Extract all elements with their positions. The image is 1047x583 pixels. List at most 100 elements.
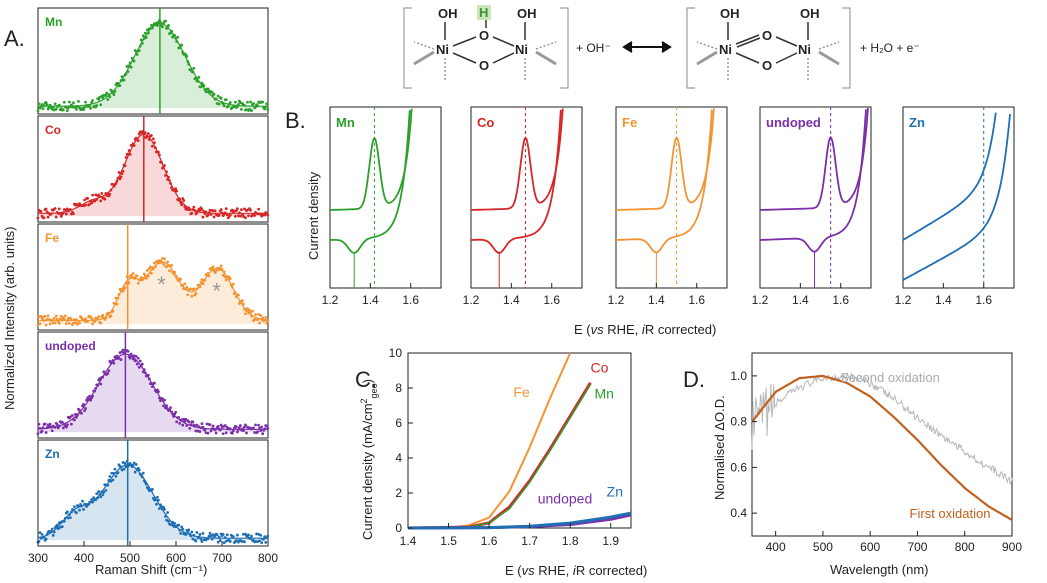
raman-point-Mn [212, 92, 216, 96]
raman-point-undoped [206, 431, 210, 435]
cv-series-label-Mn: Mn [336, 115, 355, 130]
raman-point-Zn [50, 527, 54, 531]
polarization-x-tick-label: 1.8 [562, 534, 579, 548]
raman-point-Co [239, 214, 242, 218]
raman-point-Mn [249, 100, 252, 104]
raman-x-tick-label: 700 [212, 551, 232, 565]
raman-frame-undoped [37, 331, 269, 439]
raman-point-Mn [53, 102, 57, 106]
absorption-x-tick-label: 500 [813, 540, 833, 554]
raman-point-undoped [36, 432, 40, 436]
raman-point-Zn [134, 463, 138, 466]
raman-point-Fe [192, 287, 196, 291]
raman-point-Fe [74, 321, 77, 324]
raman-point-Co [175, 189, 179, 193]
raman-point-Co [64, 212, 68, 216]
raman-point-Zn [180, 525, 184, 529]
raman-point-Zn [123, 461, 127, 465]
raman-point-Co [119, 175, 123, 179]
cv-series-label-Zn: Zn [909, 115, 925, 130]
raman-point-Co [243, 207, 246, 211]
raman-point-Mn [141, 34, 145, 38]
raman-frame-Mn [37, 7, 269, 115]
absorption-curve-second-oxidation [751, 372, 1013, 485]
raman-point-undoped [208, 423, 212, 427]
raman-point-Fe [109, 314, 113, 318]
raman-point-Co [117, 171, 121, 174]
raman-y-axis-label: Normalized Intensity (arb. units) [2, 226, 17, 410]
raman-point-Fe [264, 316, 268, 319]
cv-x-tick-label: 1.6 [688, 293, 705, 307]
raman-point-Fe [152, 261, 156, 265]
raman-point-undoped [65, 423, 69, 427]
raman-point-Zn [250, 534, 253, 538]
raman-point-Mn [261, 100, 265, 104]
raman-point-Zn [68, 516, 72, 520]
raman-point-Fe [228, 277, 232, 281]
raman-point-Zn [114, 474, 118, 478]
raman-fit-Co [38, 133, 268, 214]
raman-point-Mn [72, 101, 75, 105]
raman-point-Zn [167, 519, 170, 523]
raman-point-Co [211, 209, 215, 213]
raman-point-Zn [218, 539, 222, 542]
raman-point-Zn [258, 539, 262, 543]
raman-point-Mn [180, 43, 184, 47]
raman-fill-Co [38, 134, 268, 217]
raman-point-Mn [54, 107, 58, 111]
raman-point-Mn [95, 104, 99, 107]
raman-point-Mn [129, 65, 133, 69]
raman-point-undoped [64, 425, 68, 429]
raman-point-Zn [163, 507, 166, 511]
raman-point-Co [99, 199, 103, 203]
cv-forward-undoped [760, 107, 869, 211]
raman-point-Co [39, 209, 43, 213]
raman-point-Mn [135, 53, 139, 56]
raman-point-Fe [185, 285, 189, 289]
cv-series-label-Fe: Fe [622, 115, 637, 130]
raman-point-Co [86, 196, 89, 200]
raman-point-Zn [158, 507, 161, 510]
cv-forward-Co [471, 108, 564, 211]
raman-point-undoped [182, 417, 186, 421]
raman-point-Co [224, 207, 228, 211]
raman-point-Co [149, 134, 153, 137]
raman-frame-Zn [37, 439, 269, 547]
raman-point-Zn [73, 505, 76, 509]
raman-series-label-undoped: undoped [45, 339, 96, 353]
raman-point-Co [242, 215, 245, 218]
raman-point-undoped [55, 423, 59, 426]
raman-point-Fe [179, 277, 183, 281]
raman-point-Zn [190, 530, 194, 534]
raman-point-Fe [166, 260, 169, 264]
raman-point-undoped [119, 358, 123, 362]
raman-point-Zn [110, 471, 114, 475]
raman-point-Zn [228, 540, 232, 543]
raman-fill-Zn [38, 464, 268, 541]
raman-point-undoped [260, 425, 264, 429]
raman-series-label-Fe: Fe [45, 231, 59, 245]
left-proton: H [479, 5, 488, 20]
raman-point-undoped [129, 352, 133, 356]
raman-point-Mn [82, 108, 85, 111]
raman-point-Fe [52, 316, 56, 320]
raman-point-undoped [99, 382, 103, 386]
cv-reverse-undoped [760, 109, 867, 253]
raman-point-Mn [99, 103, 103, 107]
polarization-label-Co: Co [590, 359, 608, 375]
raman-point-Co [246, 208, 249, 212]
raman-point-Co [45, 210, 49, 214]
raman-point-Co [150, 144, 154, 148]
raman-point-Fe [254, 313, 257, 316]
raman-point-Zn [75, 511, 78, 515]
raman-point-Co [59, 214, 63, 218]
right-nickel-2: Ni [798, 42, 811, 57]
left-side-product: + OH⁻ [576, 41, 611, 55]
raman-point-Co [88, 202, 92, 206]
polarization-x-tick-label: 1.5 [440, 534, 457, 548]
raman-point-undoped [37, 422, 41, 426]
absorption-x-tick-label: 700 [907, 540, 927, 554]
raman-point-Zn [243, 540, 246, 544]
raman-point-Fe [253, 318, 256, 321]
raman-point-Zn [122, 467, 126, 471]
